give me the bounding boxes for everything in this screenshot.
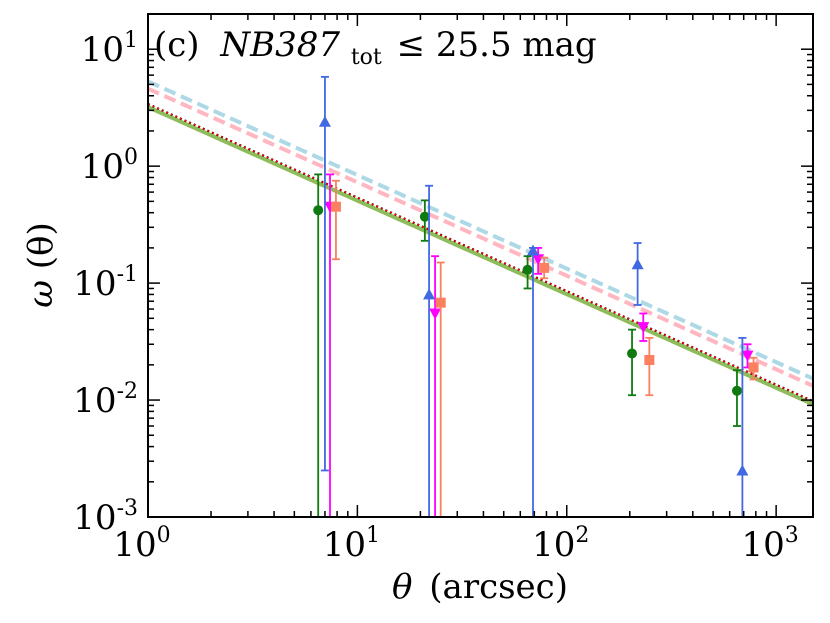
title-expression: NB387 [219, 25, 340, 65]
coral-squares-point-2 [539, 262, 550, 273]
ticks: 100 101 102 103 10-3 10-2 10-1 100 101 [73, 13, 813, 565]
blue-up-triangles-point-4 [736, 464, 749, 476]
y-tick-label-1: 10-2 [73, 379, 138, 421]
magenta-down-triangles-point-4 [741, 350, 754, 362]
y-axis-symbol: ω [21, 280, 61, 308]
coral-squares-point-4 [748, 362, 759, 373]
x-tick-label-2: 102 [532, 523, 589, 565]
green-circles-point-1 [419, 211, 430, 222]
blue-up-triangles-point-1 [423, 288, 436, 300]
title-value: 25.5 mag [436, 25, 597, 65]
blue-up-triangles-point-0 [318, 115, 331, 127]
blue-up-triangles-point-2 [527, 244, 540, 256]
panel-label: (c) [154, 25, 200, 65]
green-circles-point-2 [522, 264, 533, 275]
x-tick-label-1: 101 [323, 523, 380, 565]
green-circles-point-4 [731, 385, 742, 396]
fit-blue-dashed [148, 79, 813, 381]
magenta-down-triangles-point-3 [637, 322, 650, 334]
plot-frame [147, 13, 814, 518]
x-axis-symbol: θ [392, 567, 412, 607]
y-tick-label-3: 100 [81, 145, 138, 187]
green-circles-point-3 [627, 348, 638, 359]
title-subscript: tot [351, 45, 382, 70]
x-axis-label: θ (arcsec) [392, 567, 568, 607]
fit-red-dotted [148, 103, 813, 402]
coral-squares-point-1 [435, 297, 446, 308]
y-tick-label-4: 101 [81, 28, 138, 70]
y-tick-label-2: 10-1 [73, 262, 138, 304]
fit-pink-dashed [148, 86, 813, 388]
coral-squares-point-3 [644, 355, 655, 366]
green-circles-point-0 [313, 205, 324, 216]
x-tick-label-0: 100 [113, 523, 170, 565]
panel-title: (c) NB387 tot ≤ 25.5 mag [154, 25, 597, 73]
y-axis-label: ω (θ) [21, 222, 61, 308]
plot-area [148, 75, 813, 517]
blue-up-triangles-point-3 [631, 258, 644, 270]
fit-green-solid [148, 105, 813, 407]
x-axis-unit: (arcsec) [429, 567, 568, 607]
title-operator: ≤ [397, 25, 426, 65]
x-tick-label-3: 103 [741, 523, 798, 565]
y-axis-argument: (θ) [21, 222, 61, 269]
coral-squares-point-0 [330, 201, 341, 212]
y-tick-label-0: 10-3 [73, 496, 138, 538]
magenta-down-triangles-point-1 [429, 308, 442, 320]
